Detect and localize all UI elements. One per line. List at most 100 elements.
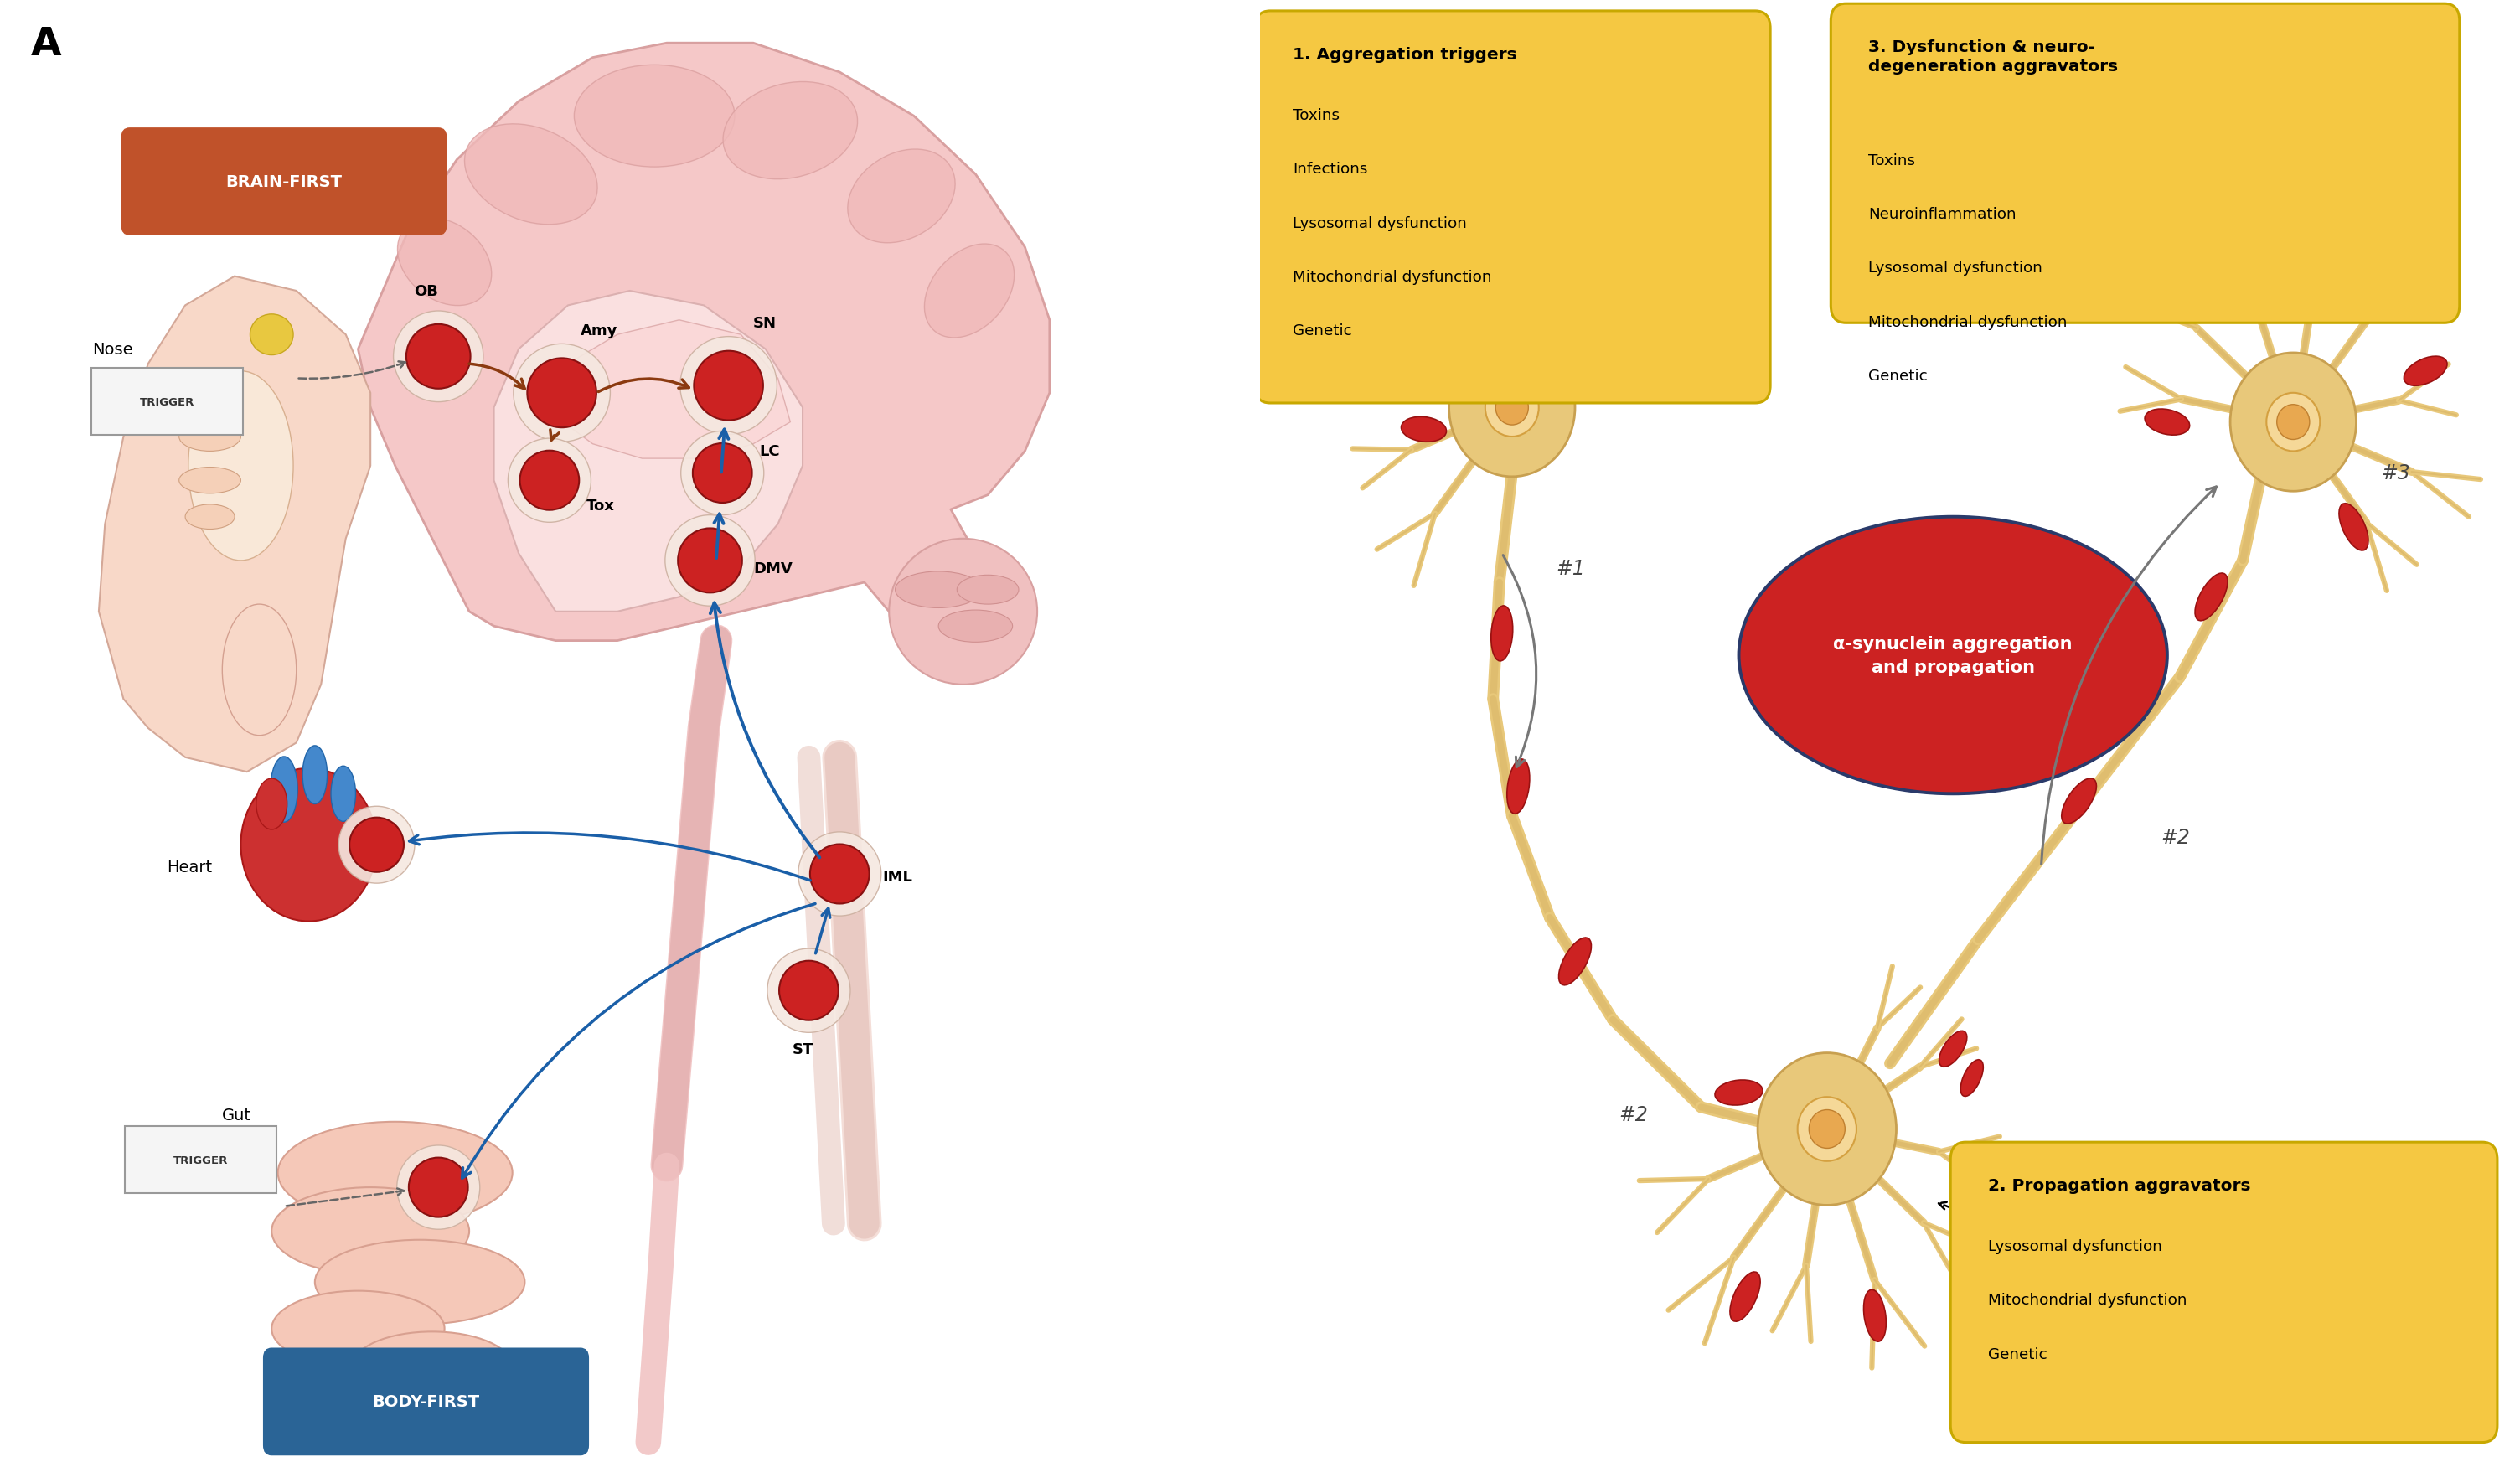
Text: B: B [1290, 26, 1323, 64]
Ellipse shape [809, 845, 869, 903]
Text: TRIGGER: TRIGGER [141, 396, 194, 408]
Ellipse shape [1729, 1272, 1761, 1321]
Polygon shape [494, 291, 801, 612]
Ellipse shape [277, 1122, 512, 1224]
Ellipse shape [396, 1145, 479, 1230]
Ellipse shape [1484, 379, 1540, 437]
FancyBboxPatch shape [1950, 1142, 2497, 1442]
Ellipse shape [398, 219, 491, 306]
Text: #2: #2 [2162, 828, 2190, 848]
Text: ?: ? [161, 380, 171, 401]
Ellipse shape [2061, 778, 2097, 825]
Text: #2: #2 [1620, 1104, 1648, 1125]
Ellipse shape [693, 351, 764, 421]
Text: ?: ? [161, 1138, 171, 1158]
Ellipse shape [353, 1332, 512, 1402]
Ellipse shape [1759, 1053, 1898, 1205]
Ellipse shape [270, 758, 297, 822]
Ellipse shape [890, 539, 1038, 685]
Text: SN: SN [753, 316, 776, 331]
Ellipse shape [272, 1187, 469, 1275]
Text: Toxins: Toxins [1293, 108, 1341, 122]
Ellipse shape [2230, 353, 2356, 492]
Ellipse shape [272, 1291, 444, 1367]
Ellipse shape [330, 766, 355, 822]
Ellipse shape [249, 315, 292, 356]
Ellipse shape [1383, 264, 1426, 305]
Ellipse shape [799, 832, 882, 916]
Ellipse shape [779, 962, 839, 1020]
Ellipse shape [723, 83, 857, 179]
Ellipse shape [189, 372, 292, 561]
Text: 1. Aggregation triggers: 1. Aggregation triggers [1293, 47, 1517, 63]
FancyBboxPatch shape [91, 369, 244, 436]
Text: #3: #3 [2381, 463, 2412, 484]
Polygon shape [358, 44, 1051, 670]
Ellipse shape [1560, 938, 1590, 985]
Ellipse shape [1961, 1059, 1983, 1097]
Ellipse shape [575, 66, 736, 168]
Ellipse shape [693, 444, 751, 503]
Ellipse shape [464, 125, 597, 224]
Ellipse shape [1449, 338, 1575, 478]
Ellipse shape [514, 344, 610, 443]
Ellipse shape [1492, 606, 1512, 661]
Text: Amy: Amy [580, 323, 617, 338]
Text: IML: IML [882, 870, 912, 884]
Ellipse shape [2339, 504, 2369, 551]
Ellipse shape [1938, 1032, 1968, 1067]
Text: Lysosomal dysfunction: Lysosomal dysfunction [1867, 261, 2044, 275]
Ellipse shape [302, 746, 328, 804]
Text: 2. Propagation aggravators: 2. Propagation aggravators [1988, 1177, 2250, 1193]
Ellipse shape [527, 358, 597, 428]
Ellipse shape [1716, 1080, 1761, 1106]
Ellipse shape [350, 817, 403, 873]
Ellipse shape [338, 807, 416, 883]
FancyBboxPatch shape [1830, 4, 2460, 323]
Ellipse shape [678, 529, 741, 593]
Ellipse shape [665, 516, 756, 606]
Ellipse shape [2145, 409, 2190, 436]
Text: Toxins: Toxins [1867, 153, 1915, 168]
Ellipse shape [1401, 417, 1446, 443]
Ellipse shape [1739, 517, 2167, 794]
Ellipse shape [2195, 574, 2228, 621]
Polygon shape [98, 277, 370, 772]
Text: Neuroinflammation: Neuroinflammation [1867, 207, 2016, 221]
Ellipse shape [895, 571, 983, 608]
Text: Genetic: Genetic [1293, 323, 1353, 338]
Text: Genetic: Genetic [1867, 369, 1928, 383]
Ellipse shape [937, 610, 1013, 643]
Ellipse shape [680, 431, 764, 516]
Ellipse shape [1356, 338, 1404, 367]
Ellipse shape [2197, 264, 2238, 305]
Ellipse shape [257, 778, 287, 829]
Ellipse shape [406, 325, 471, 389]
Ellipse shape [179, 423, 242, 452]
FancyBboxPatch shape [121, 128, 446, 236]
Polygon shape [544, 321, 791, 459]
Ellipse shape [393, 312, 484, 402]
Text: Lysosomal dysfunction: Lysosomal dysfunction [1988, 1238, 2162, 1253]
Text: Heart: Heart [166, 860, 212, 874]
Text: Mitochondrial dysfunction: Mitochondrial dysfunction [1988, 1292, 2187, 1307]
Text: Mitochondrial dysfunction: Mitochondrial dysfunction [1867, 315, 2066, 329]
Ellipse shape [2265, 393, 2321, 452]
Text: BODY-FIRST: BODY-FIRST [373, 1394, 479, 1409]
FancyBboxPatch shape [123, 1126, 277, 1193]
Text: Nose: Nose [93, 342, 134, 357]
Ellipse shape [1865, 1289, 1885, 1342]
Text: α-synuclein aggregation
and propagation: α-synuclein aggregation and propagation [1835, 635, 2071, 676]
Ellipse shape [925, 245, 1013, 338]
Text: OB: OB [413, 284, 438, 299]
Ellipse shape [958, 576, 1018, 605]
Ellipse shape [1809, 1110, 1845, 1148]
Text: Tox: Tox [587, 498, 615, 513]
Ellipse shape [315, 1240, 524, 1324]
Ellipse shape [408, 1158, 469, 1217]
Ellipse shape [186, 504, 234, 529]
Text: 3. Dysfunction & neuro-
degeneration aggravators: 3. Dysfunction & neuro- degeneration agg… [1867, 39, 2119, 74]
Text: BRAIN-FIRST: BRAIN-FIRST [227, 175, 343, 189]
Text: TRIGGER: TRIGGER [174, 1154, 227, 1166]
Ellipse shape [2404, 357, 2447, 386]
